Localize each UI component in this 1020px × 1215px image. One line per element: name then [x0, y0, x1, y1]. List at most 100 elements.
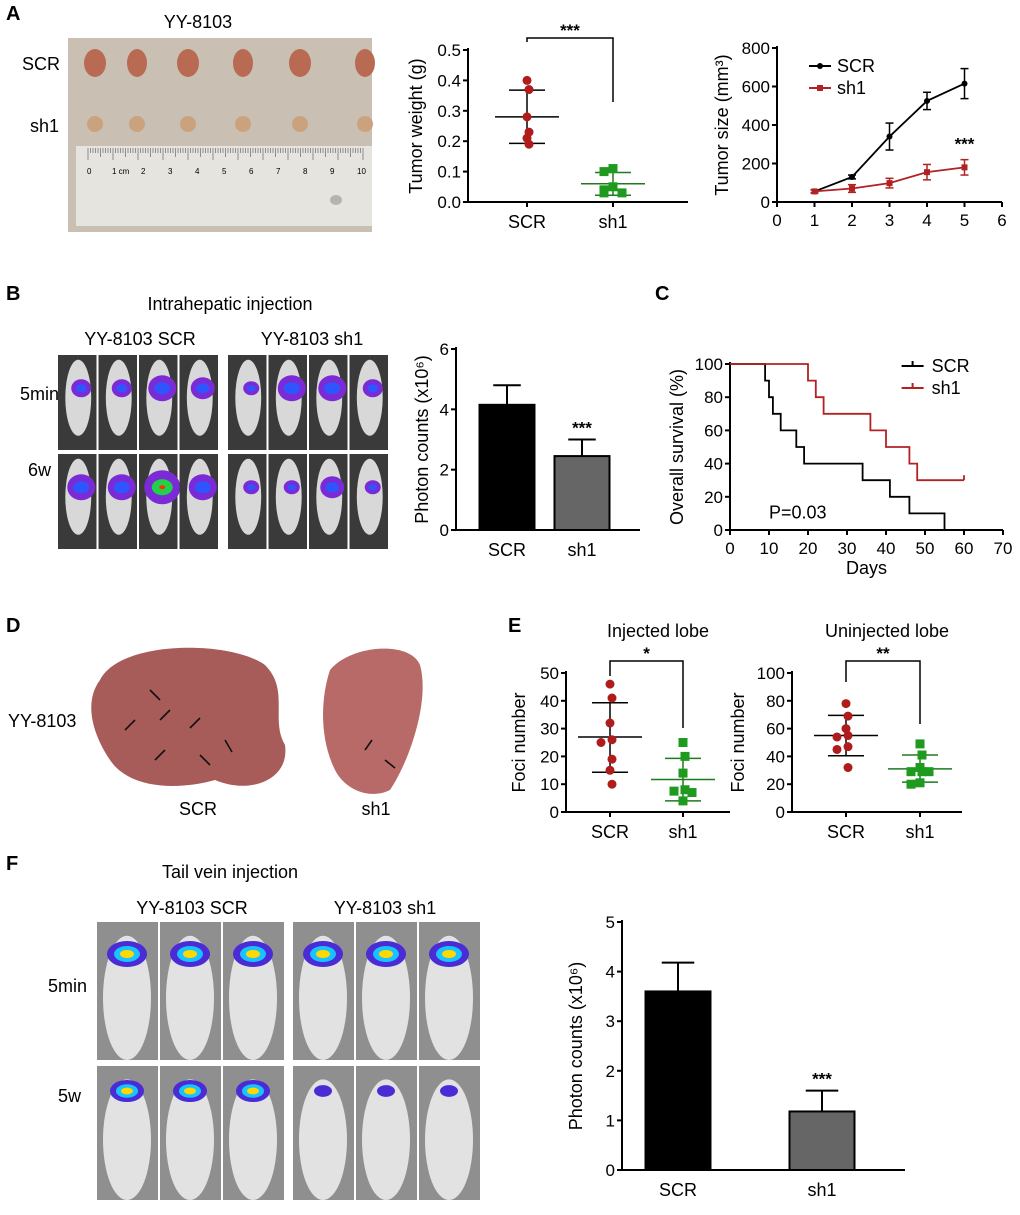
tumor-sh1	[235, 116, 251, 132]
signal-inner	[116, 384, 128, 393]
significance-label: ***	[572, 419, 592, 438]
tumor-scr	[177, 49, 199, 77]
y-tick-label: 40	[540, 692, 559, 711]
signal-inner	[316, 950, 330, 958]
chart-C-survival: 0 20 40 60 80 100 Overall survival (%) 0 10 20 30 4…	[667, 355, 1012, 578]
ruler-number: 3	[168, 167, 173, 176]
mouse-body	[229, 935, 277, 1060]
legend-label: sh1	[837, 78, 866, 98]
bar-scr	[478, 403, 536, 531]
data-point	[906, 767, 916, 777]
row-label-6w: 6w	[28, 460, 52, 480]
signal-inner	[442, 950, 456, 958]
y-tick-label: 0.3	[437, 102, 461, 121]
panel-f-title: Tail vein injection	[162, 862, 298, 882]
mouse-body	[103, 935, 151, 1060]
data-point	[917, 767, 927, 777]
data-point	[849, 173, 855, 180]
data-point	[687, 788, 697, 798]
x-tick-label: SCR	[591, 822, 629, 842]
signal-inner	[325, 482, 339, 493]
data-point	[607, 779, 617, 789]
panel-letter-d: D	[6, 615, 20, 637]
y-tick-label: 200	[742, 155, 770, 174]
x-tick-label: 4	[922, 211, 931, 230]
bioluminescence-images-tail-vein	[97, 922, 480, 1200]
y-axis-label: Overall survival (%)	[667, 369, 687, 525]
x-tick-label: sh1	[668, 822, 697, 842]
y-axis-label: Foci number	[728, 692, 748, 792]
chart-B-photon: 0 2 4 6 Photon counts (x10⁶) SCR sh1 ***	[412, 340, 640, 560]
y-tick-label: 0.2	[437, 132, 461, 151]
x-tick-label: sh1	[905, 822, 934, 842]
x-tick-label: SCR	[488, 540, 526, 560]
signal-inner	[194, 481, 211, 494]
x-tick-label: 20	[799, 539, 818, 558]
x-tick-label: SCR	[508, 212, 546, 232]
data-point	[886, 180, 893, 187]
data-point	[524, 139, 534, 149]
liver-label-scr: SCR	[179, 799, 217, 819]
tumor-scr	[233, 49, 253, 77]
mouse-body	[166, 1079, 214, 1200]
tumor-scr	[127, 49, 147, 77]
data-point	[599, 188, 609, 198]
x-tick-label: 5	[960, 211, 969, 230]
legend-label: SCR	[837, 56, 875, 76]
mouse-body	[425, 935, 473, 1060]
y-tick-label: 40	[766, 747, 785, 766]
mouse-body	[235, 359, 262, 436]
ruler-unit-label: 1 cm	[112, 167, 130, 176]
data-point	[607, 754, 617, 764]
tumor-scr	[289, 49, 311, 77]
data-point	[607, 693, 617, 703]
y-tick-label: 20	[766, 775, 785, 794]
y-tick-label: 0	[440, 521, 449, 540]
significance-bracket	[526, 37, 614, 102]
signal-inner	[120, 950, 134, 958]
significance-label: **	[876, 644, 890, 663]
x-tick-label: sh1	[567, 540, 596, 560]
y-tick-label: 60	[766, 720, 785, 739]
x-tick-label: sh1	[807, 1180, 836, 1200]
mouse-body	[229, 1079, 277, 1200]
group-label-scr: YY-8103 SCR	[84, 329, 195, 349]
ruler-number: 5	[222, 167, 227, 176]
y-axis-label: Foci number	[509, 692, 529, 792]
chart-E-uninjected: 0 20 40 60 80 100 Foci number Uninjected lobe SC…	[728, 621, 962, 842]
y-tick-label: 3	[606, 1012, 615, 1031]
data-point	[843, 711, 853, 721]
signal-core	[159, 485, 166, 490]
data-point	[678, 738, 688, 747]
survival-curve-sh1	[730, 363, 964, 482]
bar-sh1	[553, 455, 611, 532]
y-tick-label: 0.4	[437, 71, 461, 90]
data-point	[961, 164, 968, 171]
tumor-photo: 0 2 3 4 5 6 7 8 9 10	[68, 38, 375, 232]
y-tick-label: 4	[606, 963, 615, 982]
metastasis-arrow	[124, 719, 136, 731]
bar-scr	[644, 990, 712, 1171]
group-label-scr-f: YY-8103 SCR	[136, 898, 247, 918]
data-point	[680, 785, 690, 795]
significance-bracket	[609, 660, 684, 728]
data-point	[617, 188, 627, 198]
y-tick-label: 100	[695, 355, 723, 374]
ruler	[76, 146, 372, 226]
data-point	[924, 97, 930, 104]
metastasis-arrow	[189, 717, 201, 729]
survival-curve-scr	[730, 363, 946, 530]
y-tick-label: 10	[540, 775, 559, 794]
data-point	[915, 778, 925, 788]
tumor-sh1	[357, 116, 373, 132]
data-point	[596, 738, 606, 747]
ruler-number: 0	[87, 167, 92, 176]
ruler-number: 2	[141, 167, 146, 176]
signal-outer	[440, 1085, 458, 1097]
y-tick-label: 0	[550, 803, 559, 822]
legend-label: sh1	[932, 378, 961, 398]
signal-inner	[196, 383, 210, 394]
panel-letter-e: E	[508, 615, 521, 637]
y-tick-label: 0.5	[437, 41, 461, 60]
